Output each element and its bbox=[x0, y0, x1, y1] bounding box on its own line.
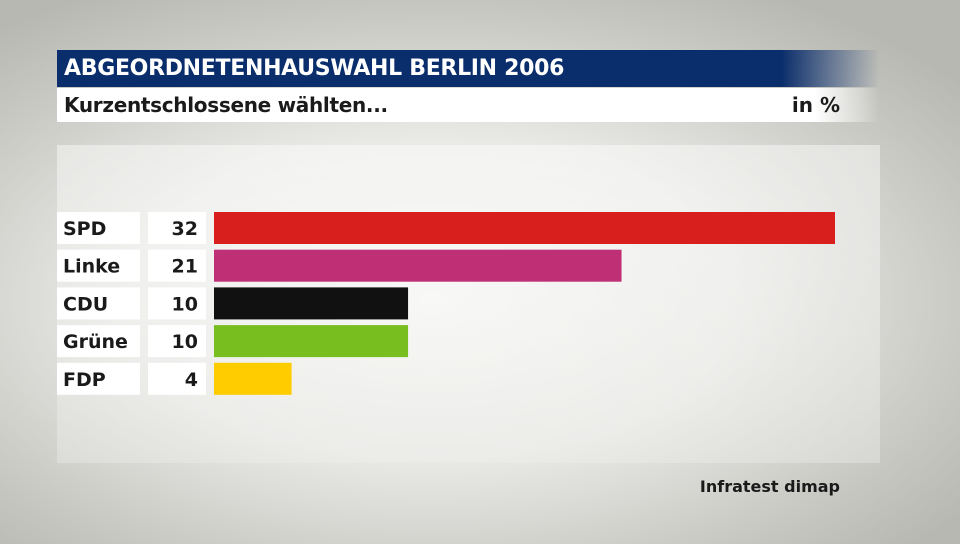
value-label-box bbox=[148, 362, 206, 395]
title-bar bbox=[57, 50, 880, 87]
value-label-box bbox=[148, 287, 206, 320]
chart-title: ABGEORDNETENHAUSWAHL BERLIN 2006 bbox=[64, 56, 565, 81]
chart-subtitle: Kurzentschlossene wählten... bbox=[64, 93, 388, 117]
category-label-box bbox=[57, 325, 140, 358]
value-label-box bbox=[148, 249, 206, 282]
category-label-box bbox=[57, 287, 140, 320]
category-label-cdu: CDU bbox=[63, 293, 108, 315]
source-label: Infratest dimap bbox=[699, 477, 840, 496]
category-label-box bbox=[57, 212, 140, 244]
bar-linke bbox=[214, 249, 622, 282]
category-label-spd: SPD bbox=[63, 218, 106, 240]
bar-spd bbox=[214, 212, 835, 244]
category-label-grüne: Grüne bbox=[63, 331, 128, 353]
bar-cdu bbox=[214, 287, 409, 320]
value-label-spd: 32 bbox=[172, 218, 198, 240]
category-label-box bbox=[57, 362, 140, 395]
subtitle-bar bbox=[57, 88, 880, 122]
category-label-box bbox=[57, 249, 140, 282]
category-label-linke: Linke bbox=[63, 256, 120, 278]
value-label-linke: 21 bbox=[172, 256, 198, 278]
value-label-fdp: 4 bbox=[185, 369, 198, 391]
value-label-box bbox=[148, 325, 206, 358]
bar-fdp bbox=[214, 362, 292, 395]
unit-label: in % bbox=[791, 93, 840, 117]
value-label-box bbox=[148, 212, 206, 244]
value-label-grüne: 10 bbox=[172, 331, 198, 353]
category-label-fdp: FDP bbox=[63, 369, 106, 391]
value-label-cdu: 10 bbox=[172, 293, 198, 315]
bar-grüne bbox=[214, 325, 409, 358]
